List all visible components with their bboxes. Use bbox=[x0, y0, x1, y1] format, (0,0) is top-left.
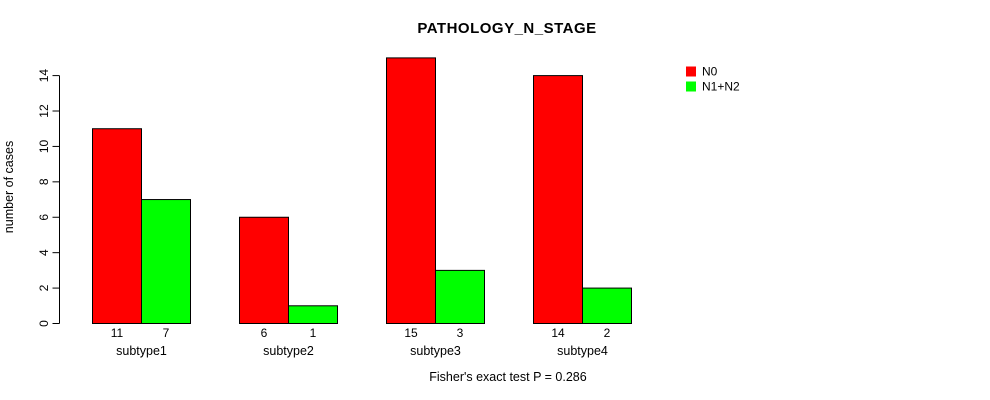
y-tick-label: 14 bbox=[37, 69, 51, 83]
y-tick-label: 6 bbox=[37, 214, 51, 221]
bar-n1n2-subtype3 bbox=[435, 269, 485, 324]
bar-count-label: 15 bbox=[404, 326, 418, 340]
bar-n0-subtype1 bbox=[92, 128, 142, 324]
fisher-test-annotation: Fisher's exact test P = 0.286 bbox=[429, 370, 586, 384]
bar-count-label: 6 bbox=[261, 326, 268, 340]
y-tick-label: 12 bbox=[37, 104, 51, 118]
legend-label-n0: N0 bbox=[702, 65, 718, 79]
bar-count-label: 14 bbox=[551, 326, 565, 340]
y-tick-label: 8 bbox=[37, 178, 51, 185]
bar-n1n2-subtype4 bbox=[582, 287, 632, 325]
x-category-label: subtype3 bbox=[410, 344, 461, 358]
y-tick-label: 2 bbox=[37, 284, 51, 291]
bar-n0-subtype2 bbox=[239, 216, 289, 324]
legend-swatch-n1n2 bbox=[686, 81, 696, 92]
chart-title: PATHOLOGY_N_STAGE bbox=[417, 20, 596, 37]
bar-n0-subtype3 bbox=[386, 57, 436, 325]
plot-area: 0 2 4 6 8 10 12 14 11 7 subtype1 6 1 subtype2 15 3 subty… bbox=[37, 57, 632, 358]
y-tick-label: 10 bbox=[37, 139, 51, 153]
y-tick-label: 0 bbox=[37, 320, 51, 327]
y-tick-label: 4 bbox=[37, 249, 51, 256]
legend: N0 N1+N2 bbox=[686, 65, 740, 94]
bar-count-label: 11 bbox=[111, 326, 124, 340]
y-axis-label: number of cases bbox=[2, 141, 16, 233]
bar-n1n2-subtype2 bbox=[288, 305, 338, 324]
bar-count-label: 1 bbox=[310, 326, 317, 340]
legend-swatch-n0 bbox=[686, 66, 696, 77]
bar-count-label: 7 bbox=[163, 326, 170, 340]
bar-n1n2-subtype1 bbox=[141, 199, 191, 324]
bar-count-label: 2 bbox=[604, 326, 611, 340]
x-category-label: subtype2 bbox=[263, 344, 314, 358]
bar-n0-subtype4 bbox=[533, 75, 583, 324]
bar-count-label: 3 bbox=[457, 326, 464, 340]
x-category-label: subtype1 bbox=[116, 344, 167, 358]
legend-label-n1n2: N1+N2 bbox=[702, 80, 740, 94]
x-category-label: subtype4 bbox=[557, 344, 608, 358]
